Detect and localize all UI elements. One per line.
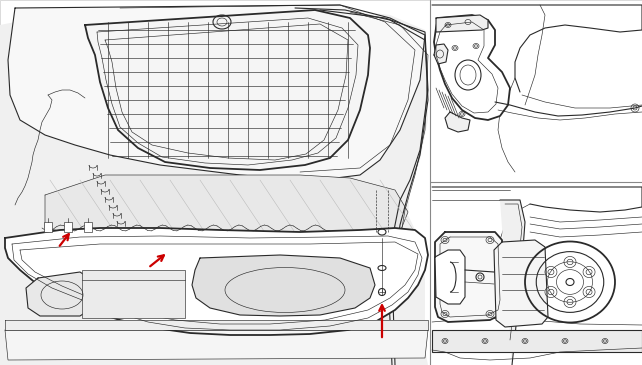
Polygon shape [436, 15, 488, 32]
Polygon shape [445, 112, 470, 132]
Polygon shape [434, 15, 510, 120]
Polygon shape [192, 255, 375, 316]
Bar [64, 222, 72, 232]
Polygon shape [45, 175, 408, 242]
Polygon shape [435, 232, 505, 322]
Bar [84, 222, 92, 232]
Polygon shape [500, 200, 525, 365]
Polygon shape [8, 5, 425, 180]
Polygon shape [434, 44, 448, 64]
Polygon shape [0, 5, 428, 365]
Polygon shape [85, 10, 370, 170]
Polygon shape [26, 272, 92, 316]
Polygon shape [5, 228, 428, 335]
Bar [432, 330, 642, 352]
Polygon shape [494, 240, 548, 327]
Polygon shape [435, 250, 465, 304]
Bar [44, 222, 52, 232]
Bar [82, 270, 185, 318]
Polygon shape [5, 320, 428, 330]
Polygon shape [5, 330, 428, 360]
